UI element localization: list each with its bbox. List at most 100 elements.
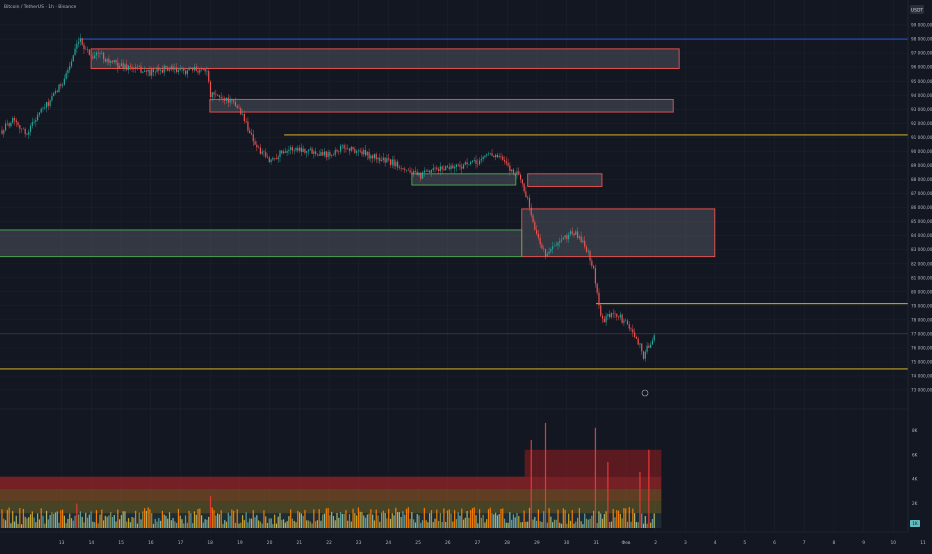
volume-bar: [183, 523, 185, 528]
candle-body: [110, 61, 112, 63]
date-tick-label: Фев: [621, 540, 630, 546]
volume-bar: [626, 521, 629, 528]
date-tick-label: 4: [714, 540, 717, 546]
candle-body: [192, 67, 194, 71]
supply-zone[interactable]: [527, 173, 603, 187]
volume-bar: [165, 515, 167, 528]
volume-bar: [370, 509, 372, 528]
candle-body: [245, 120, 247, 122]
currency-badge[interactable]: [910, 5, 924, 14]
candle-body: [373, 154, 376, 159]
volume-bar: [104, 515, 106, 528]
volume-bar: [478, 509, 481, 528]
candle-body: [441, 166, 443, 170]
volume-bar: [607, 462, 609, 528]
volume-bar: [186, 522, 188, 528]
demand-zone[interactable]: [0, 229, 523, 258]
volume-bar: [555, 519, 557, 528]
volume-bar: [528, 507, 531, 528]
candle-body: [261, 151, 263, 154]
candle-body: [161, 69, 163, 73]
volume-bar: [259, 521, 261, 528]
candle-body: [83, 44, 85, 50]
volume-bar: [630, 521, 632, 528]
candle-body: [559, 240, 561, 243]
volume-bar: [325, 508, 327, 528]
volume-bar: [585, 518, 588, 528]
volume-bar: [298, 512, 301, 528]
volume-bar: [594, 427, 597, 528]
volume-bar: [546, 522, 548, 528]
candle-body: [86, 49, 89, 50]
candle-body: [172, 66, 174, 70]
volume-bar: [4, 520, 7, 528]
volume-bar: [373, 520, 376, 528]
volume-bar: [471, 508, 474, 528]
candle-body: [79, 38, 82, 42]
candle-body: [63, 78, 65, 85]
volume-bar: [470, 510, 472, 528]
price-tick-label: 96 000,00: [911, 65, 932, 70]
candle-body: [13, 118, 16, 121]
volume-bar: [496, 515, 498, 528]
volume-bar: [22, 508, 24, 528]
volume-bar: [74, 515, 76, 528]
candle-body: [459, 165, 461, 167]
event-marker-icon[interactable]: [641, 389, 649, 397]
volume-tick-label: 4K: [912, 477, 918, 482]
volume-bar: [505, 522, 507, 528]
candle-body: [143, 70, 146, 72]
volume-bar: [532, 519, 534, 528]
volume-bar: [559, 522, 561, 528]
candle-body: [425, 170, 427, 172]
candle-body: [598, 292, 600, 306]
supply-zone[interactable]: [90, 48, 680, 69]
candle-body: [106, 58, 108, 62]
volume-bar: [127, 518, 130, 528]
volume-bar: [147, 507, 149, 528]
candle-body: [621, 314, 623, 323]
candle-body: [484, 155, 486, 158]
candle-body: [163, 65, 165, 73]
zones[interactable]: [0, 48, 716, 258]
candle-body: [60, 84, 62, 86]
volume-bar: [72, 520, 74, 528]
candle-body: [56, 91, 58, 93]
candle-body: [159, 69, 162, 71]
volume-bar: [457, 512, 459, 528]
date-tick-label: 11: [920, 540, 926, 546]
volume-bar: [143, 508, 146, 528]
candle-body: [170, 66, 172, 70]
volume-bar: [564, 509, 566, 528]
date-tick-label: 7: [803, 540, 806, 546]
volume-bar: [28, 517, 30, 528]
candle-body: [623, 320, 625, 323]
price-tick-label: 76 000,00: [911, 345, 932, 350]
volume-bar: [70, 518, 73, 528]
supply-zone[interactable]: [209, 98, 674, 113]
candle-body: [505, 161, 507, 164]
volume-bar: [413, 519, 415, 528]
candle-body: [263, 151, 265, 153]
candle-body: [421, 172, 424, 179]
volume-bar: [126, 521, 128, 528]
volume-bar: [625, 508, 627, 528]
volume-bar: [639, 471, 641, 528]
demand-zone[interactable]: [411, 173, 517, 186]
candle-body: [511, 169, 513, 172]
date-tick-label: 3: [684, 540, 687, 546]
date-tick-label: 16: [148, 540, 154, 546]
candle-body: [295, 147, 297, 151]
candle-body: [147, 69, 149, 72]
volume-bar: [375, 509, 377, 528]
candle-body: [284, 151, 286, 153]
candle-body: [482, 157, 484, 160]
volume-tick-label: 2K: [912, 501, 918, 506]
volume-bar: [295, 522, 297, 528]
volume-tick-label: 6K: [912, 452, 918, 457]
candle-body: [532, 215, 534, 223]
volume-bar: [614, 517, 616, 528]
